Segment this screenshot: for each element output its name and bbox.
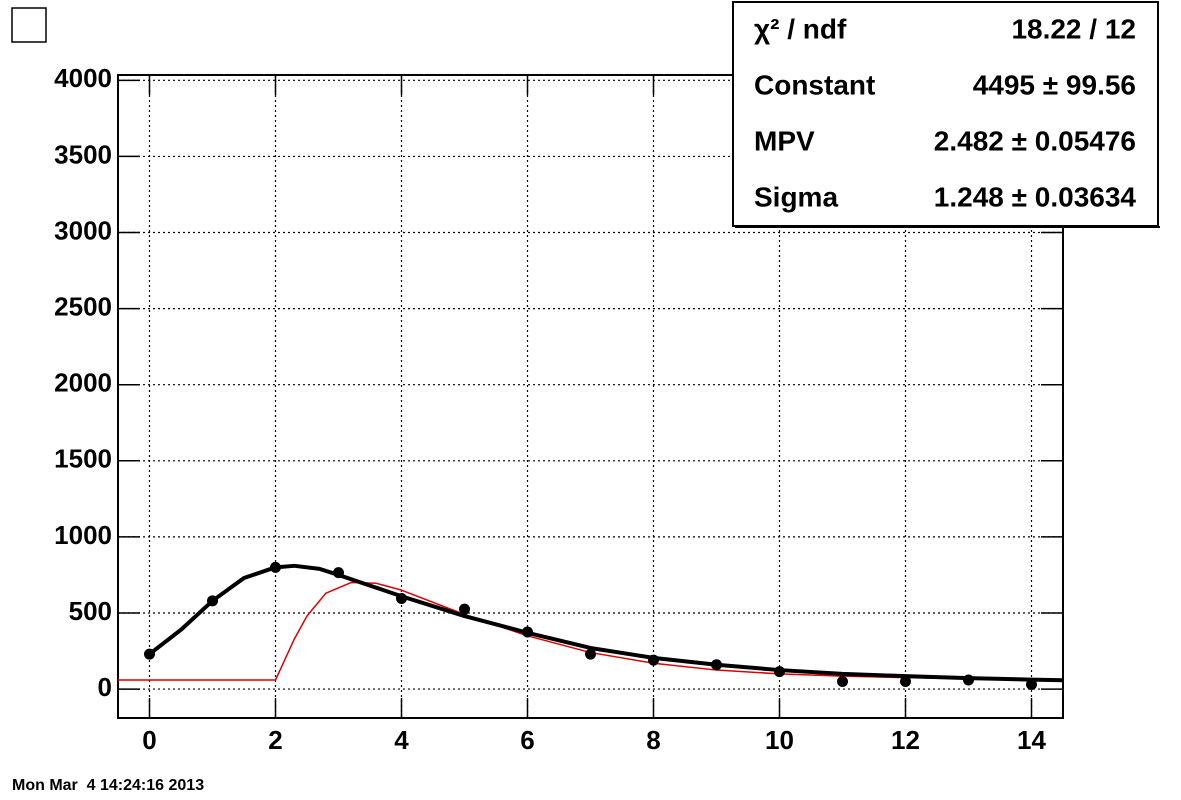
- stat-label: Sigma: [754, 181, 838, 212]
- x-tick-label: 2: [268, 725, 282, 755]
- data-point: [585, 648, 596, 660]
- stat-value: 2.482 ± 0.05476: [934, 125, 1136, 156]
- stat-label: MPV: [754, 125, 815, 156]
- data-point: [648, 654, 659, 666]
- x-tick-label: 8: [646, 725, 660, 755]
- date-stamp: Mon Mar 4 14:24:16 2013: [12, 777, 204, 794]
- x-tick-label: 10: [765, 725, 794, 755]
- data-point: [207, 595, 218, 607]
- stats-box: χ² / ndf 18.22 / 12 Constant 4495 ± 99.56 MP…: [732, 1, 1160, 228]
- data-point: [711, 659, 722, 671]
- data-point: [144, 648, 155, 660]
- y-tick-label: 3000: [54, 215, 112, 245]
- data-point: [1026, 679, 1037, 691]
- stat-value: 1.248 ± 0.03634: [934, 181, 1137, 212]
- x-tick-label: 14: [1017, 725, 1046, 755]
- y-tick-label: 2000: [54, 368, 112, 398]
- data-point: [333, 567, 344, 579]
- stat-value: 4495 ± 99.56: [973, 69, 1136, 100]
- x-tick-label: 6: [520, 725, 534, 755]
- fit-curve: [148, 563, 1064, 683]
- data-point: [459, 603, 470, 615]
- canvas-box: [11, 7, 47, 43]
- y-tick-label: 1000: [54, 520, 112, 550]
- stat-label: Constant: [754, 69, 875, 100]
- data-point: [963, 674, 974, 686]
- data-point: [837, 675, 848, 687]
- data-point: [900, 675, 911, 687]
- x-tick-label: 12: [891, 725, 920, 755]
- y-tick-label: 2500: [54, 291, 112, 321]
- x-tick-label: 0: [142, 725, 156, 755]
- data-point: [396, 593, 407, 605]
- y-tick-label: 500: [69, 596, 112, 626]
- data-point: [774, 666, 785, 678]
- plot-frame: [117, 74, 1064, 719]
- y-tick-label: 4000: [54, 63, 112, 93]
- data-point: [522, 626, 533, 638]
- y-tick-label: 0: [98, 672, 112, 702]
- y-tick-label: 3500: [54, 139, 112, 169]
- y-tick-label: 1500: [54, 444, 112, 474]
- fit-curve: [118, 581, 1064, 681]
- stat-label: χ² / ndf: [754, 13, 847, 44]
- stat-value: 18.22 / 12: [1011, 13, 1136, 44]
- x-tick-label: 4: [394, 725, 409, 755]
- data-point: [270, 561, 281, 573]
